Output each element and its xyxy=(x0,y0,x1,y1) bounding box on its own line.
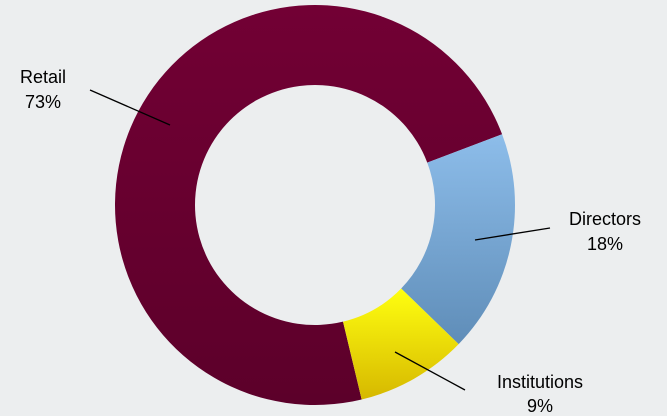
value-label: 18% xyxy=(587,234,623,254)
leader-line xyxy=(89,89,171,126)
leader-line xyxy=(394,351,466,391)
slice xyxy=(401,134,515,345)
slice xyxy=(115,5,503,406)
slice-label: Directors xyxy=(569,209,641,229)
slice-label: Institutions xyxy=(497,372,583,392)
slices xyxy=(115,5,515,406)
slice xyxy=(343,288,459,400)
slice-label: Retail xyxy=(20,67,66,87)
value-label: 9% xyxy=(527,396,553,416)
leader-line xyxy=(474,227,551,241)
value-label: 73% xyxy=(25,92,61,112)
